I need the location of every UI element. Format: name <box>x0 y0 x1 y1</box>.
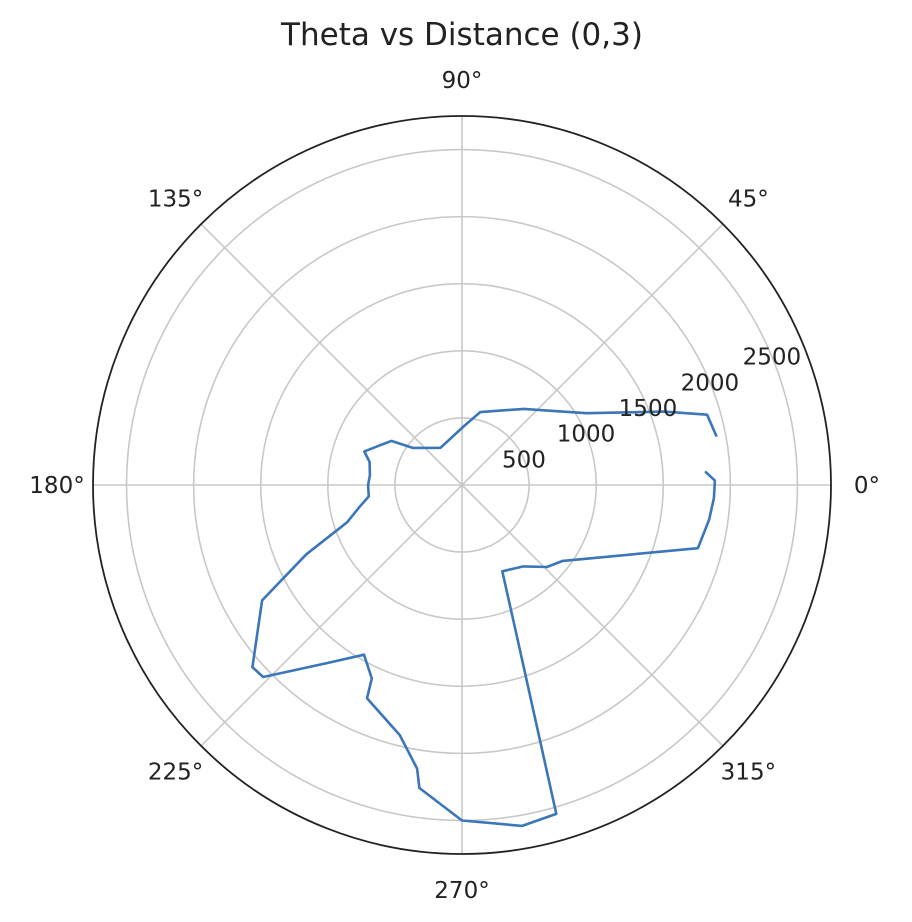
angle-tick-label: 45° <box>728 187 769 213</box>
angle-spoke-315 <box>461 484 724 747</box>
angle-tick-label: 180° <box>29 473 84 499</box>
series-line-0 <box>251 407 718 828</box>
angle-tick-label: 135° <box>148 187 203 213</box>
radial-tick-label: 2000 <box>681 370 740 396</box>
chart-title: Theta vs Distance (0,3) <box>280 17 643 53</box>
radial-tick-label: 1000 <box>557 422 616 448</box>
angle-tick-label: 225° <box>148 759 203 785</box>
polar-frame <box>92 115 832 855</box>
radial-tick-label: 500 <box>502 447 546 473</box>
radial-tick-label: 1500 <box>619 396 678 422</box>
angle-spoke-225 <box>200 484 463 747</box>
tick-labels: 0°45°90°135°180°225°270°315°500100015002… <box>29 68 880 904</box>
angle-tick-label: 0° <box>854 473 880 499</box>
series-layer <box>251 407 718 828</box>
angle-tick-label: 90° <box>442 68 483 94</box>
polar-grid <box>93 116 831 854</box>
radial-tick-label: 2500 <box>743 345 802 371</box>
angle-spoke-45 <box>461 223 724 486</box>
angle-tick-label: 270° <box>434 878 489 904</box>
angle-spoke-135 <box>200 223 463 486</box>
angle-tick-label: 315° <box>721 759 776 785</box>
